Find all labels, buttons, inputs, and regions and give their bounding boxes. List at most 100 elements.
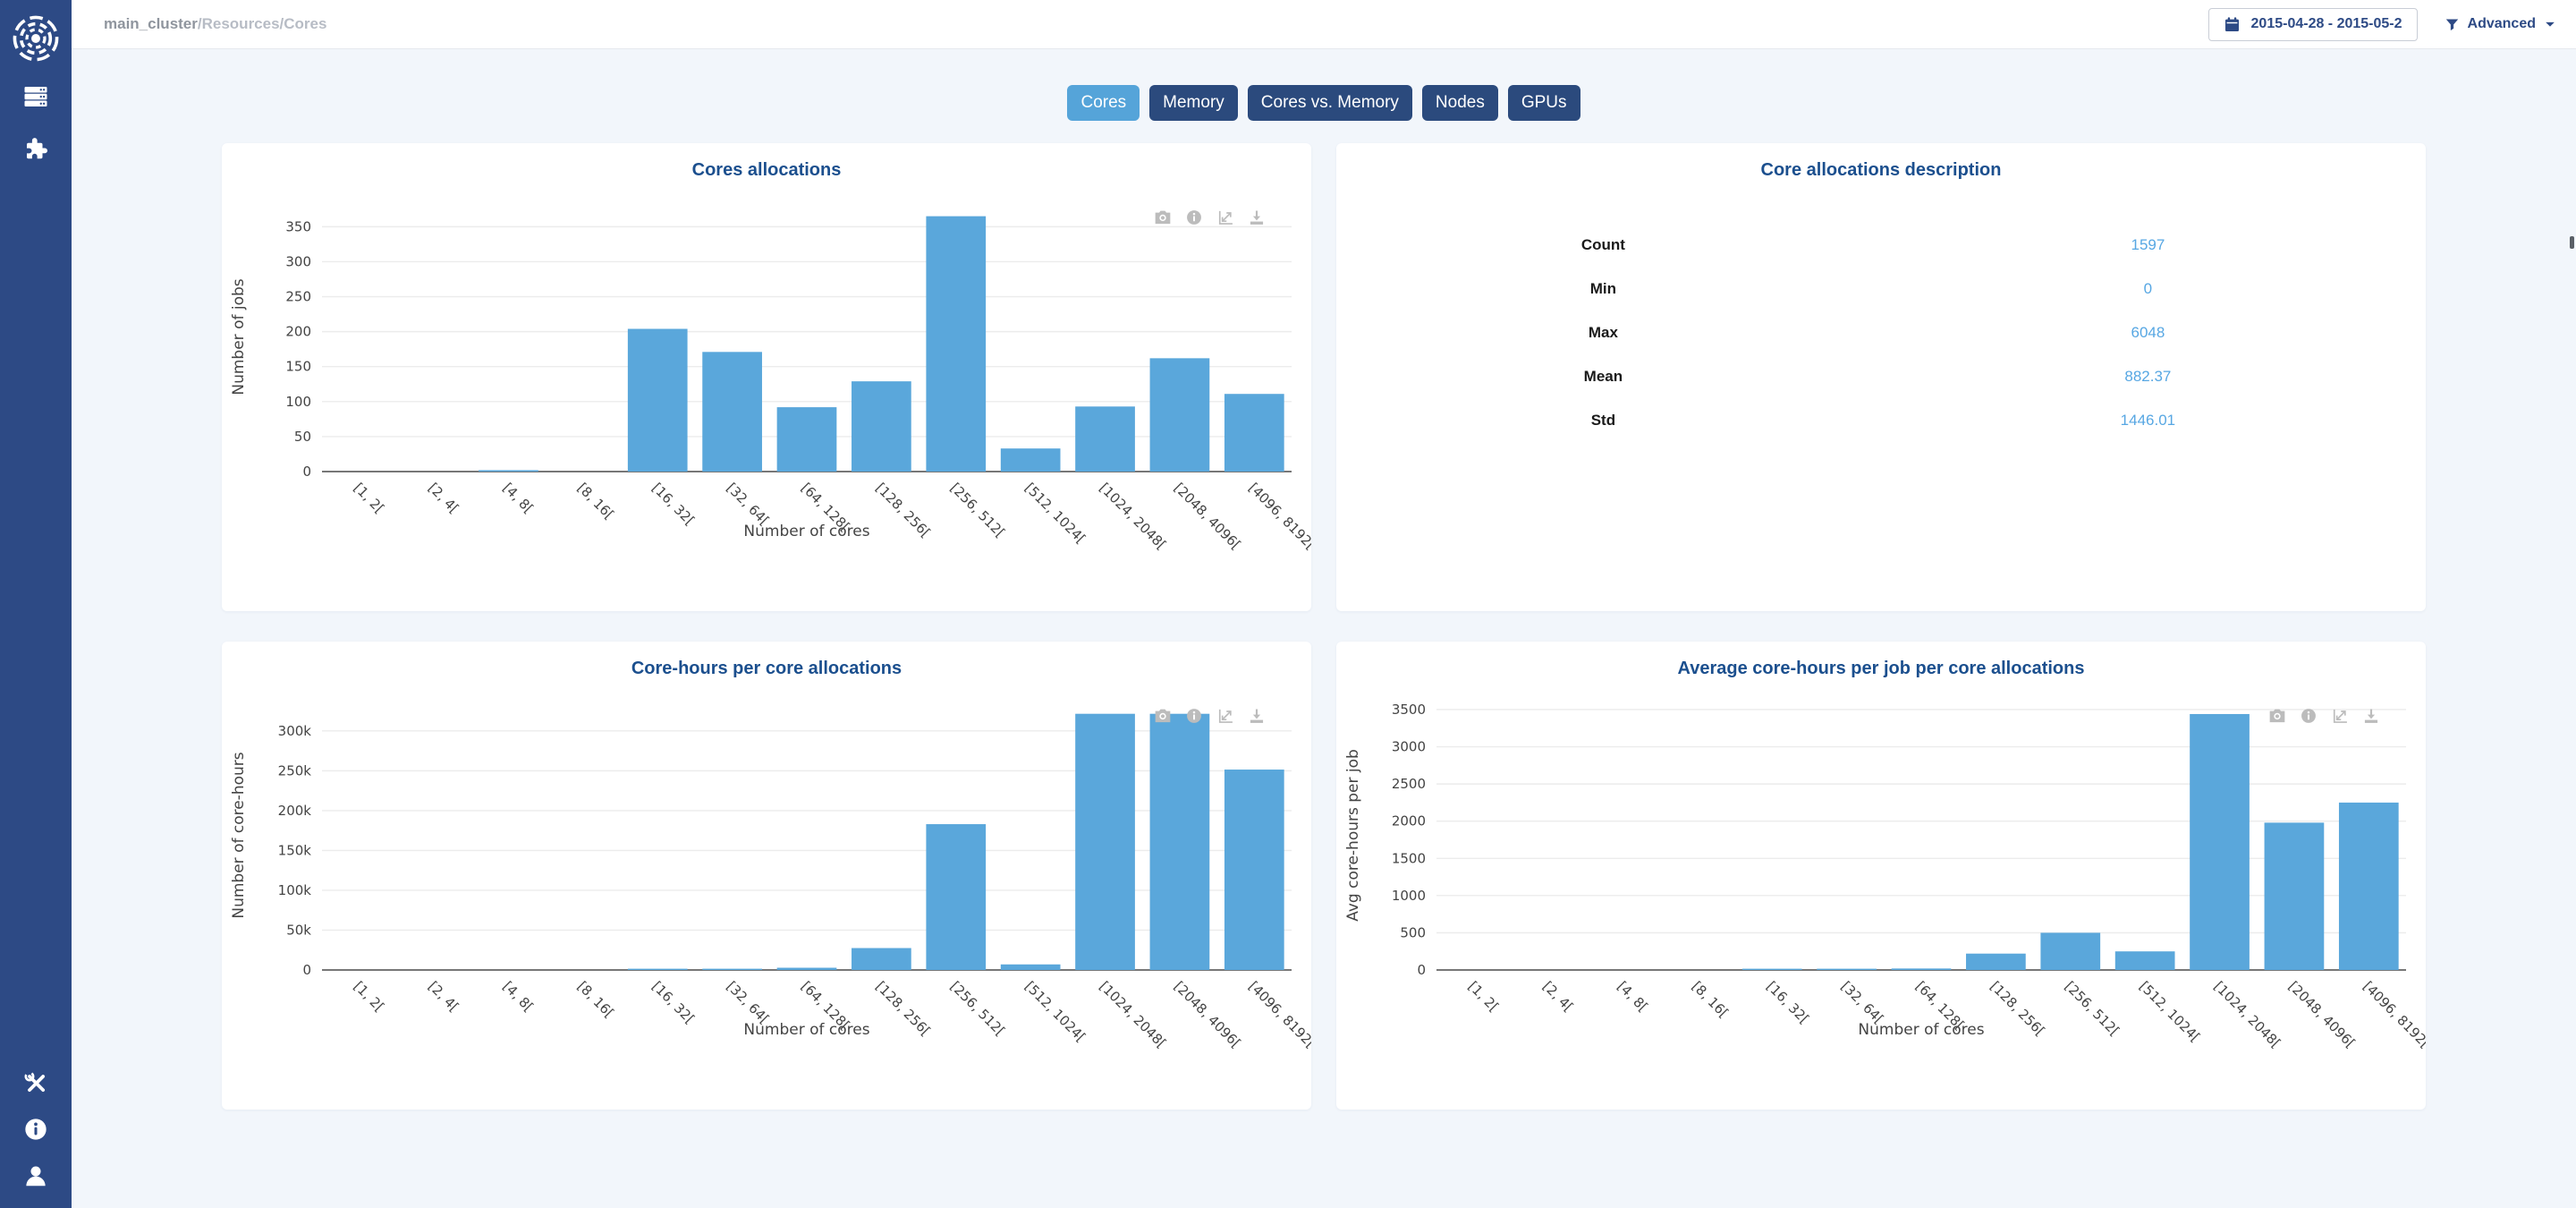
stats-table: Count 1597 Min 0 Max 6048 Mean 882.37 St… [1336,223,2426,442]
svg-text:[1, 2[: [1, 2[ [351,978,387,1015]
svg-text:[4096, 8192[: [4096, 8192[ [2360,978,2426,1051]
svg-text:250k: 250k [278,762,312,778]
autoscale-icon[interactable] [2331,707,2349,725]
chart-title-core-hours: Core-hours per core allocations [631,659,902,678]
bar-chart-cores-allocations[interactable]: 0 50 100 150 200 250 300 350 [1, 2[[2, 4[[4, 8[[… [222,192,1311,611]
calendar-icon [2224,16,2239,31]
svg-text:[32, 64[: [32, 64[ [724,978,773,1027]
panel-avg-core-hours: Average core-hours per job per core allo… [1336,642,2426,1110]
svg-text:[4, 8[: [4, 8[ [1614,978,1651,1015]
svg-text:[128, 256[: [128, 256[ [873,480,934,540]
svg-text:[4, 8[: [4, 8[ [500,480,537,516]
table-row: Min 0 [1336,267,2426,311]
sidebar-item-settings[interactable] [16,1063,55,1102]
app-logo[interactable] [10,13,62,64]
camera-icon[interactable] [1154,707,1172,725]
tab-memory[interactable]: Memory [1149,85,1238,121]
svg-text:Number of jobs: Number of jobs [230,278,248,395]
chart-title-cores-allocations: Cores allocations [691,160,842,180]
table-row: Mean 882.37 [1336,354,2426,398]
svg-text:50: 50 [294,429,311,445]
svg-text:250: 250 [285,289,311,305]
svg-text:[512, 1024[: [512, 1024[ [1021,978,1089,1045]
chart-modebar [2268,707,2380,725]
tab-cores-vs-memory[interactable]: Cores vs. Memory [1247,85,1412,121]
panel-cores-allocations: Cores allocations 0 50 100 150 200 250 300 350 [… [222,143,1311,611]
autoscale-icon[interactable] [1216,707,1234,725]
breadcrumb-path: /Resources/Cores [197,15,327,32]
svg-text:2500: 2500 [1392,776,1426,792]
date-range-value: 2015-04-28 - 2015-05-2 [2250,16,2402,31]
svg-text:[4096, 8192[: [4096, 8192[ [1245,978,1311,1051]
svg-text:Number of core-hours: Number of core-hours [230,752,248,918]
sidebar-item-about[interactable] [16,1110,55,1149]
svg-text:[2, 4[: [2, 4[ [425,480,462,516]
svg-text:[4096, 8192[: [4096, 8192[ [1245,480,1311,553]
svg-text:Number of cores: Number of cores [743,523,869,540]
svg-text:50k: 50k [286,922,311,938]
svg-text:[8, 16[: [8, 16[ [574,978,617,1021]
svg-text:[16, 32[: [16, 32[ [1763,978,1812,1027]
sidebar-item-plugins[interactable] [16,129,55,168]
svg-text:Number of cores: Number of cores [743,1021,869,1039]
autoscale-icon[interactable] [1216,208,1234,226]
svg-text:2000: 2000 [1392,813,1426,829]
tab-cores[interactable]: Cores [1067,85,1140,121]
table-row: Count 1597 [1336,223,2426,267]
svg-text:[2048, 4096[: [2048, 4096[ [1171,480,1244,553]
svg-text:200k: 200k [278,803,312,819]
stat-value-std: 1446.01 [2120,411,2176,429]
svg-text:[2, 4[: [2, 4[ [1539,978,1576,1015]
svg-text:[256, 512[: [256, 512[ [2062,978,2123,1039]
svg-text:0: 0 [302,464,311,480]
sidebar [0,0,72,1208]
advanced-label: Advanced [2467,16,2536,31]
svg-text:[128, 256[: [128, 256[ [873,978,934,1039]
svg-text:[8, 16[: [8, 16[ [574,480,617,523]
info-circle-icon[interactable] [1185,707,1203,725]
view-tabs: Cores Memory Cores vs. Memory Nodes GPUs [72,85,2576,121]
svg-text:Avg core-hours per job: Avg core-hours per job [1344,749,1362,922]
download-icon[interactable] [2362,707,2380,725]
svg-text:150k: 150k [278,842,312,858]
panel-core-allocations-description: Core allocations description Count 1597 … [1336,143,2426,611]
download-icon[interactable] [1248,707,1266,725]
camera-icon[interactable] [2268,707,2286,725]
bar-chart-core-hours[interactable]: 0 50k 100k 150k 200k 250k 300k [1, 2[[2, 4[[4, … [222,691,1311,1110]
servers-icon [24,87,47,106]
download-icon[interactable] [1248,208,1266,226]
panel-core-hours: Core-hours per core allocations 0 50k 100k… [222,642,1311,1110]
tools-icon [24,1071,46,1093]
filter-icon [2445,18,2458,30]
svg-text:1500: 1500 [1392,850,1426,866]
svg-text:[16, 32[: [16, 32[ [648,978,698,1027]
sidebar-item-resources[interactable] [16,77,55,116]
camera-icon[interactable] [1154,208,1172,226]
svg-text:300: 300 [285,253,311,269]
advanced-filter-button[interactable]: Advanced [2445,16,2556,32]
table-row: Std 1446.01 [1336,398,2426,442]
tab-gpus[interactable]: GPUs [1507,85,1580,121]
scrollbar-thumb[interactable] [2570,236,2574,249]
svg-text:300k: 300k [278,723,312,739]
svg-text:[1, 2[: [1, 2[ [1465,978,1502,1015]
svg-text:100k: 100k [278,882,312,898]
stat-label-mean: Mean [1583,367,1623,385]
svg-text:Number of cores: Number of cores [1858,1021,1984,1039]
chart-title-avg-core-hours: Average core-hours per job per core allo… [1677,659,2085,678]
svg-text:[32, 64[: [32, 64[ [724,480,773,529]
dashboard-grid: Cores allocations 0 50 100 150 200 250 300 350 [… [222,143,2426,1110]
info-circle-icon[interactable] [2300,707,2318,725]
svg-text:[1024, 2048[: [1024, 2048[ [1097,480,1170,553]
sidebar-item-user[interactable] [16,1156,55,1195]
svg-text:[2, 4[: [2, 4[ [425,978,462,1015]
logo-icon [13,15,59,62]
svg-text:[2048, 4096[: [2048, 4096[ [2285,978,2359,1051]
info-circle-icon[interactable] [1185,208,1203,226]
svg-text:150: 150 [285,359,311,375]
svg-text:[16, 32[: [16, 32[ [648,480,698,529]
date-range-picker[interactable]: 2015-04-28 - 2015-05-2 [2207,7,2418,41]
tab-nodes[interactable]: Nodes [1421,85,1498,121]
svg-text:[256, 512[: [256, 512[ [947,978,1008,1039]
bar-chart-avg-core-hours[interactable]: 0 500 1000 1500 2000 2500 3000 3500 [1, 2[[2, 4[… [1336,691,2426,1110]
